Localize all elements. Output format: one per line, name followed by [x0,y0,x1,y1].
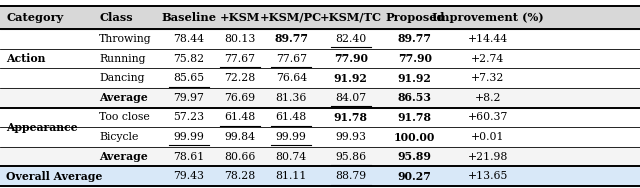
Text: Appearance: Appearance [6,122,78,133]
Text: 61.48: 61.48 [225,112,255,122]
Text: +KSM: +KSM [220,12,260,23]
Bar [0,147,640,167]
Text: 95.86: 95.86 [335,152,366,162]
Text: 79.43: 79.43 [173,171,204,181]
Bar [0,88,640,108]
Text: 99.93: 99.93 [335,132,366,142]
Text: 85.65: 85.65 [173,73,204,83]
Text: +14.44: +14.44 [468,34,508,44]
Text: 77.67: 77.67 [225,54,255,64]
Text: 82.40: 82.40 [335,34,366,44]
Text: +KSM/TC: +KSM/TC [320,12,381,23]
Text: 80.13: 80.13 [224,34,256,44]
Text: +60.37: +60.37 [467,112,508,122]
Text: 78.28: 78.28 [225,171,255,181]
Text: 81.11: 81.11 [275,171,307,181]
Text: 99.99: 99.99 [276,132,307,142]
Text: +2.74: +2.74 [471,54,504,64]
Text: 80.66: 80.66 [224,152,256,162]
Text: 91.78: 91.78 [333,112,368,123]
Text: 79.97: 79.97 [173,93,204,103]
Text: Throwing: Throwing [99,34,152,44]
Text: 88.79: 88.79 [335,171,366,181]
Text: 99.99: 99.99 [173,132,204,142]
Text: 72.28: 72.28 [225,73,255,83]
Text: 76.69: 76.69 [225,93,255,103]
Text: 99.84: 99.84 [225,132,255,142]
Text: Overall Average: Overall Average [6,171,103,182]
Text: 77.90: 77.90 [397,53,432,64]
Text: 86.53: 86.53 [397,92,432,103]
Text: 78.44: 78.44 [173,34,204,44]
Text: 91.92: 91.92 [398,73,431,84]
Text: Baseline: Baseline [161,12,216,23]
Text: Category: Category [6,12,63,23]
Text: Class: Class [99,12,133,23]
Text: 77.90: 77.90 [333,53,368,64]
Text: +7.32: +7.32 [471,73,504,83]
Text: 91.78: 91.78 [397,112,432,123]
Bar [0,6,640,29]
Text: 84.07: 84.07 [335,93,366,103]
Text: Too close: Too close [99,112,150,122]
Text: 91.92: 91.92 [334,73,367,84]
Text: 57.23: 57.23 [173,112,204,122]
Text: Dancing: Dancing [99,73,145,83]
Text: Action: Action [6,53,46,64]
Text: Proposed: Proposed [385,12,444,23]
Text: +13.65: +13.65 [467,171,508,181]
Text: +0.01: +0.01 [471,132,504,142]
Text: 89.77: 89.77 [274,33,308,44]
Text: 78.61: 78.61 [173,152,204,162]
Text: 81.36: 81.36 [275,93,307,103]
Text: 90.27: 90.27 [398,171,431,182]
Text: 61.48: 61.48 [276,112,307,122]
Text: 77.67: 77.67 [276,54,307,64]
Text: 89.77: 89.77 [397,33,432,44]
Text: Average: Average [99,92,148,103]
Text: 100.00: 100.00 [394,132,435,143]
Bar [0,167,640,186]
Text: +8.2: +8.2 [474,93,501,103]
Text: 80.74: 80.74 [276,152,307,162]
Text: Bicycle: Bicycle [99,132,139,142]
Text: Running: Running [99,54,146,64]
Text: Improvement (%): Improvement (%) [432,12,543,23]
Text: 76.64: 76.64 [276,73,307,83]
Text: 75.82: 75.82 [173,54,204,64]
Text: +KSM/PC: +KSM/PC [260,12,323,23]
Text: 95.89: 95.89 [398,151,431,162]
Text: Average: Average [99,151,148,162]
Text: +21.98: +21.98 [467,152,508,162]
